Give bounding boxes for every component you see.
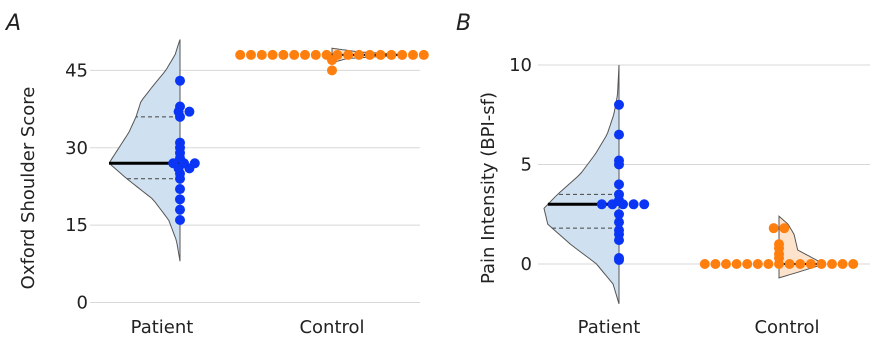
data-point-a-control-15 bbox=[375, 49, 386, 60]
data-point-a-patient-3 bbox=[175, 184, 185, 195]
data-point-a-control-19 bbox=[418, 49, 429, 60]
data-point-a-control-3 bbox=[246, 49, 256, 60]
data-point-b-patient-5 bbox=[614, 217, 624, 228]
data-point-b-patient-6 bbox=[614, 209, 624, 220]
data-point-b-patient-14 bbox=[614, 179, 624, 190]
data-point-b-control-6 bbox=[763, 259, 774, 269]
data-point-b-control-9 bbox=[795, 259, 806, 269]
data-point-b-patient-10 bbox=[628, 199, 639, 210]
y-tick-label-b-1: 5 bbox=[521, 155, 532, 176]
data-point-b-patient-18 bbox=[614, 99, 624, 110]
data-point-a-patient-10 bbox=[189, 158, 200, 169]
panel-letter-b: B bbox=[456, 11, 471, 36]
data-point-b-patient-7 bbox=[596, 199, 607, 210]
data-point-b-control-19 bbox=[768, 223, 779, 234]
data-point-b-patient-16 bbox=[614, 155, 624, 166]
data-point-a-control-0 bbox=[327, 65, 337, 76]
data-point-a-control-7 bbox=[289, 49, 300, 60]
data-point-b-control-3 bbox=[731, 259, 742, 269]
data-point-a-control-5 bbox=[267, 49, 278, 60]
data-point-b-control-8 bbox=[784, 259, 795, 269]
data-point-a-control-2 bbox=[235, 49, 246, 60]
data-point-b-control-20 bbox=[779, 223, 790, 234]
data-point-a-patient-8 bbox=[168, 158, 179, 169]
violin-a-patient bbox=[109, 39, 181, 262]
data-point-b-control-13 bbox=[837, 259, 848, 269]
y-tick-label-b-2: 10 bbox=[509, 55, 532, 76]
data-point-b-control-5 bbox=[752, 259, 763, 269]
y-tick-label-a-1: 15 bbox=[65, 215, 88, 236]
y-tick-label-a-2: 30 bbox=[65, 138, 88, 159]
data-point-b-patient-17 bbox=[614, 129, 624, 140]
data-point-b-patient-1 bbox=[614, 253, 624, 264]
data-point-a-control-13 bbox=[354, 49, 364, 60]
data-point-b-control-14 bbox=[848, 259, 859, 269]
y-tick-label-b-0: 0 bbox=[521, 254, 532, 275]
category-label-patient-a: Patient bbox=[131, 317, 194, 337]
data-point-a-control-16 bbox=[386, 49, 397, 60]
data-point-a-patient-1 bbox=[175, 204, 185, 215]
data-point-b-control-4 bbox=[742, 259, 753, 269]
data-point-b-patient-11 bbox=[639, 199, 650, 210]
data-point-a-control-17 bbox=[397, 49, 408, 60]
data-point-a-patient-17 bbox=[184, 106, 195, 117]
panel-letter-a: A bbox=[4, 11, 21, 36]
data-point-b-control-11 bbox=[816, 259, 827, 269]
data-point-a-patient-18 bbox=[175, 101, 185, 112]
data-point-b-patient-13 bbox=[614, 189, 624, 200]
panel-b: B Pain Intensity (BPI-sf) Patient Contro… bbox=[456, 11, 870, 338]
y-axis-title-a: Oxford Shoulder Score bbox=[18, 87, 39, 290]
data-point-a-control-6 bbox=[278, 49, 289, 60]
data-point-a-control-18 bbox=[408, 49, 418, 60]
category-label-control-a: Control bbox=[299, 317, 364, 337]
data-point-a-control-11 bbox=[332, 49, 343, 60]
data-point-a-patient-19 bbox=[175, 75, 185, 86]
data-point-a-control-14 bbox=[364, 49, 375, 60]
data-point-b-patient-4 bbox=[614, 225, 624, 236]
data-point-a-control-8 bbox=[300, 49, 310, 60]
data-point-a-control-12 bbox=[343, 49, 354, 60]
data-point-b-control-0 bbox=[699, 259, 710, 269]
data-point-b-control-12 bbox=[827, 259, 837, 269]
data-point-a-control-9 bbox=[310, 49, 321, 60]
y-tick-label-a-3: 45 bbox=[65, 60, 88, 81]
data-point-a-patient-2 bbox=[175, 194, 185, 205]
data-point-b-control-1 bbox=[710, 259, 721, 269]
y-tick-label-a-0: 0 bbox=[77, 293, 88, 314]
data-point-b-control-2 bbox=[721, 259, 731, 269]
data-point-a-patient-14 bbox=[175, 137, 185, 148]
data-point-b-control-10 bbox=[805, 259, 816, 269]
data-point-b-control-18 bbox=[774, 239, 784, 250]
data-point-a-control-10 bbox=[321, 49, 332, 60]
data-point-a-patient-0 bbox=[175, 214, 185, 225]
category-label-control-b: Control bbox=[754, 317, 819, 337]
data-point-a-control-4 bbox=[256, 49, 267, 60]
panel-a: A Oxford Shoulder Score Patient Control … bbox=[4, 11, 429, 338]
violin-b-patient bbox=[543, 64, 620, 304]
y-axis-title-b: Pain Intensity (BPI-sf) bbox=[478, 92, 499, 284]
category-label-patient-b: Patient bbox=[578, 317, 641, 337]
